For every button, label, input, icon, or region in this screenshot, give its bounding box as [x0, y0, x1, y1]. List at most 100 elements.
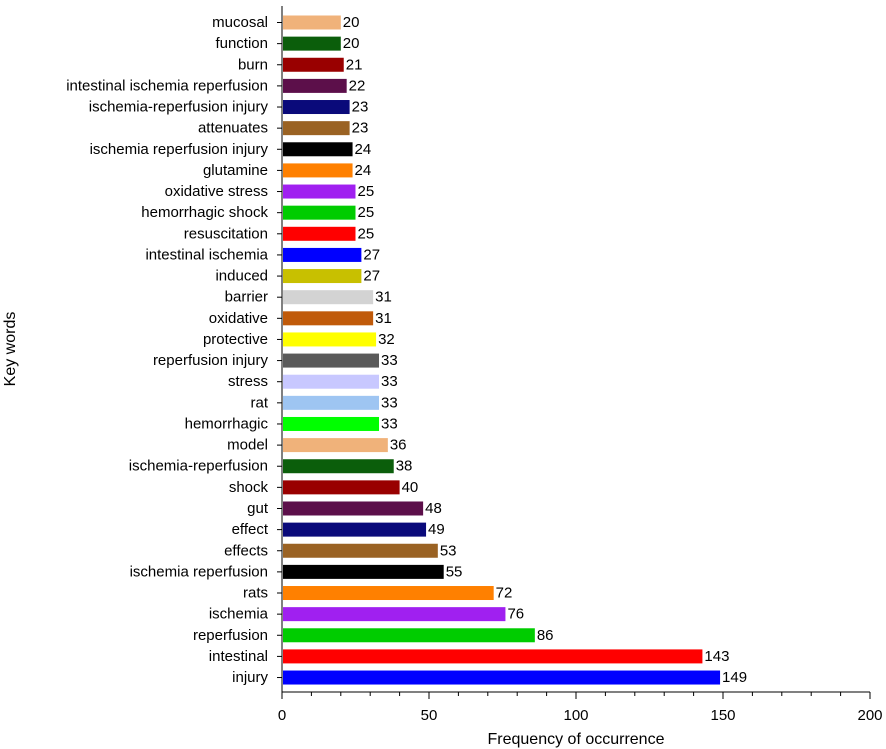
bars-layer: [283, 15, 721, 685]
value-label: 27: [363, 246, 380, 263]
category-label: injury: [232, 669, 268, 686]
bar: [283, 501, 424, 516]
bar: [283, 586, 494, 601]
value-label: 25: [358, 204, 375, 221]
category-label: hemorrhagic shock: [141, 204, 268, 221]
bar: [283, 15, 341, 30]
bar: [283, 607, 506, 622]
value-label: 48: [425, 500, 442, 517]
bar: [283, 522, 427, 537]
category-label: ischemia-reperfusion: [129, 458, 268, 475]
bar: [283, 163, 353, 178]
category-label: induced: [215, 268, 268, 285]
category-label: function: [215, 35, 268, 52]
labels-layer: mucosal 20 function 20 burn 21 intestinal isch…: [66, 14, 882, 724]
category-label: protective: [203, 331, 268, 348]
category-label: shock: [229, 479, 269, 496]
category-label: intestinal ischemia: [145, 246, 268, 263]
bar: [283, 142, 353, 157]
bar: [283, 628, 535, 643]
bar: [283, 100, 350, 115]
category-label: rat: [250, 394, 268, 411]
bar: [283, 332, 377, 347]
value-label: 86: [537, 627, 554, 644]
category-label: oxidative stress: [165, 183, 268, 200]
value-label: 24: [355, 162, 372, 179]
bar: [283, 459, 394, 474]
value-label: 149: [722, 669, 747, 686]
bar: [283, 374, 380, 389]
category-label: intestinal: [209, 648, 268, 665]
value-label: 31: [375, 289, 392, 306]
value-label: 23: [352, 120, 369, 137]
x-tick-label: 0: [278, 707, 286, 724]
bar: [283, 36, 341, 51]
value-label: 33: [381, 394, 398, 411]
value-label: 25: [358, 183, 375, 200]
value-label: 55: [446, 563, 463, 580]
value-label: 20: [343, 35, 360, 52]
category-label: stress: [228, 373, 268, 390]
value-label: 33: [381, 415, 398, 432]
x-axis-title: Frequency of occurrence: [488, 731, 665, 748]
bar: [283, 438, 388, 453]
category-label: reperfusion: [193, 627, 268, 644]
category-label: reperfusion injury: [153, 352, 269, 369]
value-label: 24: [355, 141, 372, 158]
category-label: oxidative: [209, 310, 268, 327]
x-tick-label: 50: [421, 707, 438, 724]
bar: [283, 649, 703, 664]
category-label: ischemia reperfusion injury: [90, 141, 269, 158]
category-label: model: [227, 437, 268, 454]
category-label: gut: [247, 500, 269, 517]
bar: [283, 480, 400, 495]
value-label: 49: [428, 521, 445, 538]
category-label: ischemia: [209, 606, 269, 623]
category-label: resuscitation: [184, 225, 268, 242]
value-label: 33: [381, 373, 398, 390]
category-label: effect: [232, 521, 269, 538]
value-label: 38: [396, 458, 413, 475]
category-label: mucosal: [212, 14, 268, 31]
bar: [283, 78, 347, 93]
bar: [283, 269, 362, 284]
bar: [283, 416, 380, 431]
x-ticks-layer: [277, 22, 871, 699]
y-axis-title: Key words: [2, 312, 19, 387]
value-label: 40: [402, 479, 419, 496]
x-tick-label: 100: [563, 707, 588, 724]
bar: [283, 395, 380, 410]
bar: [283, 670, 721, 685]
x-tick-label: 200: [857, 707, 882, 724]
value-label: 36: [390, 437, 407, 454]
x-tick-label: 150: [710, 707, 735, 724]
value-label: 53: [440, 542, 457, 559]
value-label: 76: [507, 606, 524, 623]
category-label: ischemia-reperfusion injury: [89, 99, 269, 116]
bar: [283, 290, 374, 305]
category-label: glutamine: [203, 162, 268, 179]
value-label: 143: [704, 648, 729, 665]
bar: [283, 57, 344, 72]
category-label: effects: [224, 542, 268, 559]
bar: [283, 564, 444, 579]
category-label: barrier: [225, 289, 268, 306]
value-label: 21: [346, 56, 363, 73]
value-label: 20: [343, 14, 360, 31]
category-label: intestinal ischemia reperfusion: [66, 77, 268, 94]
category-label: attenuates: [198, 120, 268, 137]
bar: [283, 226, 356, 241]
value-label: 27: [363, 268, 380, 285]
value-label: 25: [358, 225, 375, 242]
bar: [283, 121, 350, 136]
category-label: hemorrhagic: [185, 415, 269, 432]
category-label: burn: [238, 56, 268, 73]
bar: [283, 543, 438, 558]
bar: [283, 205, 356, 220]
bar: [283, 184, 356, 199]
bar: [283, 311, 374, 326]
value-label: 23: [352, 99, 369, 116]
value-label: 72: [496, 585, 513, 602]
bar: [283, 247, 362, 262]
